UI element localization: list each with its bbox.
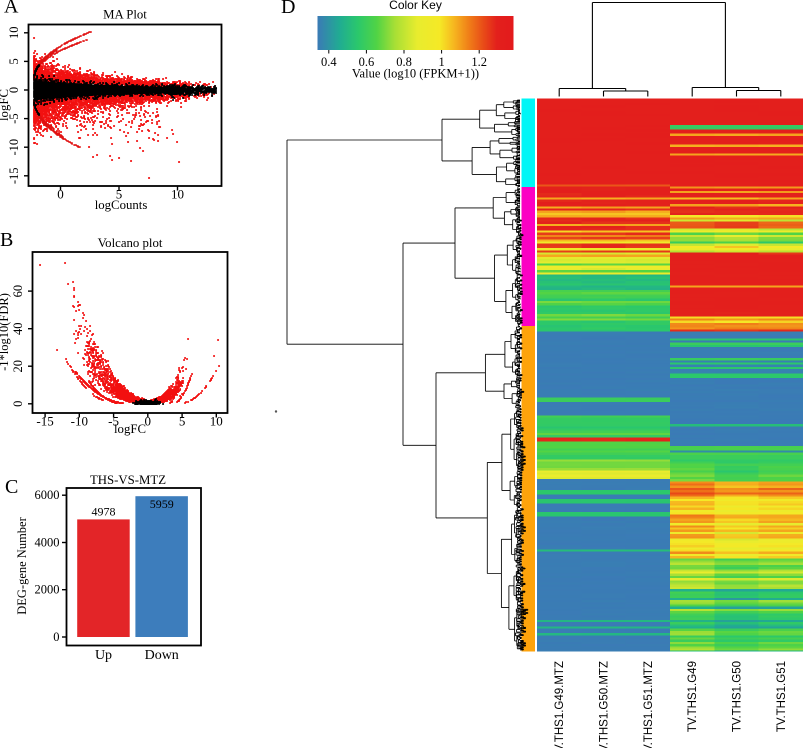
svg-text:20: 20 xyxy=(11,360,25,373)
svg-text:DEG-gene Number: DEG-gene Number xyxy=(15,516,29,614)
svg-text:5: 5 xyxy=(116,187,123,202)
svg-text:D: D xyxy=(281,0,295,18)
svg-text:-10: -10 xyxy=(7,139,21,156)
svg-text:-10: -10 xyxy=(71,414,88,429)
svg-text:-1*log10(FDR): -1*log10(FDR) xyxy=(0,293,11,371)
svg-text:5: 5 xyxy=(179,414,186,429)
svg-text:10: 10 xyxy=(171,187,184,202)
svg-text:-5: -5 xyxy=(108,414,119,429)
svg-text:4000: 4000 xyxy=(35,536,60,550)
svg-text:Up: Up xyxy=(95,648,112,663)
svg-text:40: 40 xyxy=(11,322,25,335)
svg-text:10: 10 xyxy=(210,414,223,429)
svg-text:0: 0 xyxy=(53,630,59,644)
svg-text:5959: 5959 xyxy=(150,497,174,511)
svg-text:0: 0 xyxy=(145,414,152,429)
svg-text:C: C xyxy=(5,476,18,498)
svg-text:TV.THS1.G50.MTZ: TV.THS1.G50.MTZ xyxy=(599,661,611,748)
svg-text:1: 1 xyxy=(438,55,444,69)
svg-text:logCounts: logCounts xyxy=(95,198,148,212)
svg-text:Color Key: Color Key xyxy=(389,0,442,12)
svg-text:Value (log10 (FPKM+1)): Value (log10 (FPKM+1)) xyxy=(352,67,479,81)
svg-text:5: 5 xyxy=(7,58,21,64)
svg-text:-15: -15 xyxy=(7,167,21,184)
svg-text:-5: -5 xyxy=(7,113,21,123)
svg-text:logFC: logFC xyxy=(114,422,146,436)
svg-text:A: A xyxy=(4,0,19,18)
svg-text:1.2: 1.2 xyxy=(471,55,487,69)
svg-text:logFC: logFC xyxy=(0,89,11,121)
svg-text:0: 0 xyxy=(57,187,64,202)
svg-text:0.4: 0.4 xyxy=(321,55,337,69)
svg-text:0: 0 xyxy=(7,87,21,93)
svg-text:MA Plot: MA Plot xyxy=(103,8,147,22)
svg-text:60: 60 xyxy=(11,285,25,298)
svg-text:TV.THS1.G51.MTZ: TV.THS1.G51.MTZ xyxy=(643,661,655,748)
svg-text:2000: 2000 xyxy=(35,583,60,597)
svg-text:-15: -15 xyxy=(36,414,53,429)
svg-text:TV.THS1.G49: TV.THS1.G49 xyxy=(687,661,699,732)
svg-text:4978: 4978 xyxy=(92,505,116,519)
svg-text:TV.THS1.G51: TV.THS1.G51 xyxy=(776,661,788,732)
svg-text:0: 0 xyxy=(11,401,25,407)
svg-text:Volcano plot: Volcano plot xyxy=(98,236,163,250)
svg-text:TV.THS1.G49.MTZ: TV.THS1.G49.MTZ xyxy=(554,661,566,748)
svg-text:B: B xyxy=(0,229,13,251)
svg-text:0.8: 0.8 xyxy=(396,55,412,69)
svg-text:TV.THS1.G50: TV.THS1.G50 xyxy=(732,661,744,732)
svg-text:THS-VS-MTZ: THS-VS-MTZ xyxy=(90,473,166,487)
svg-text:0.6: 0.6 xyxy=(359,55,375,69)
svg-text:10: 10 xyxy=(7,27,21,40)
svg-text:Down: Down xyxy=(145,648,179,663)
svg-text:6000: 6000 xyxy=(35,488,60,502)
